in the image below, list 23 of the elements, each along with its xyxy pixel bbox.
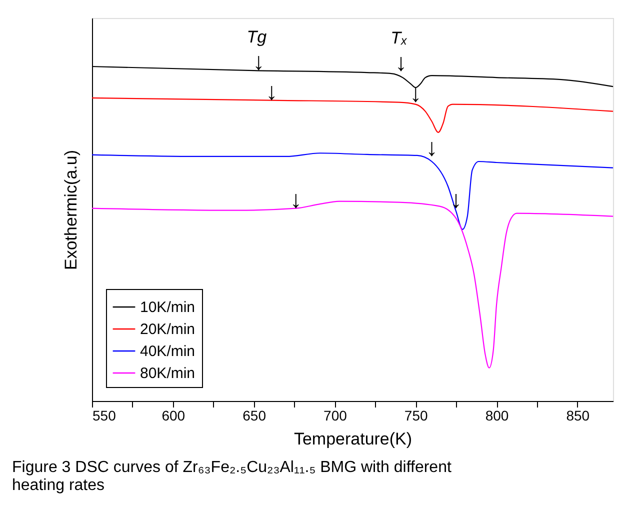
caption: Figure 3 DSC curves of Zr₆₃Fe₂.₅Cu₂₃Al₁₁.₅ BMG with different heating rates — [12, 459, 452, 494]
annotation: ↓ — [252, 48, 265, 76]
annotation: ↓ — [410, 80, 422, 108]
annotation: ↓ — [426, 134, 438, 162]
x-tick-label: 850 — [566, 408, 590, 424]
legend-label: 10K/min — [140, 299, 196, 316]
x-axis-title: Temperature(K) — [294, 430, 412, 448]
legend-label: 40K/min — [140, 343, 196, 360]
text: Tₓ — [390, 28, 408, 48]
annotation: ↓ — [266, 78, 278, 106]
x-tick-label: 750 — [404, 408, 428, 424]
annotation: ↓ — [290, 186, 302, 214]
x-tick-label: 700 — [324, 408, 348, 424]
legend-label: 20K/min — [140, 321, 196, 338]
annotation: ↓ — [450, 186, 462, 214]
annotation: ↓ — [395, 50, 408, 77]
legend-label: 80K/min — [140, 365, 196, 382]
x-tick-label: 600 — [162, 408, 186, 424]
x-tick-label: 550 — [92, 408, 116, 424]
text: Tg — [246, 28, 268, 47]
y-axis-title: Exothermic(a.u) — [62, 150, 80, 270]
x-tick-label: 800 — [485, 408, 509, 424]
x-tick-label: 650 — [242, 408, 266, 424]
